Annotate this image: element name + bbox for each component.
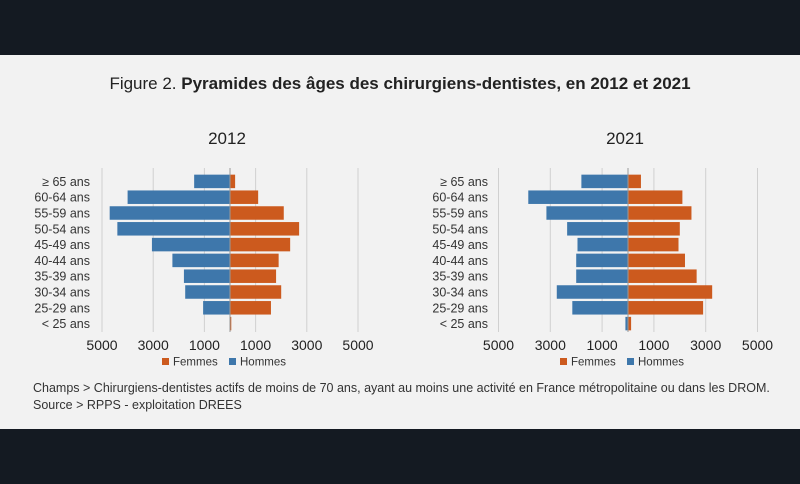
bar-femmes: [628, 206, 692, 220]
x-tick-label: 3000: [138, 337, 169, 353]
bar-femmes: [628, 269, 697, 283]
bar-hommes: [151, 237, 230, 252]
legend-swatch-hommes: [229, 358, 236, 365]
y-tick-label: 60-64 ans: [34, 191, 90, 205]
bar-hommes: [109, 206, 230, 220]
bar-femmes: [628, 237, 679, 252]
figure-title: Figure 2. Pyramides des âges des chirurg…: [0, 74, 800, 94]
legend-swatch-femmes: [162, 358, 169, 365]
bar-femmes: [628, 190, 683, 204]
bar-femmes: [230, 269, 277, 283]
bar-hommes: [203, 301, 230, 315]
bar-femmes: [628, 285, 713, 299]
legend-swatch-hommes: [627, 358, 634, 365]
y-tick-label: ≥ 65 ans: [42, 175, 90, 189]
x-tick-label: 3000: [291, 337, 322, 353]
chart-title: 2021: [606, 129, 644, 148]
bar-hommes: [567, 222, 628, 236]
bar-hommes: [572, 301, 628, 315]
bar-femmes: [230, 301, 271, 315]
bar-femmes: [628, 222, 680, 236]
bar-hommes: [576, 253, 628, 268]
bar-femmes: [230, 316, 232, 331]
bar-femmes: [230, 253, 279, 268]
source-note: Source > RPPS - exploitation DREES: [33, 398, 242, 412]
bar-hommes: [576, 269, 628, 283]
bar-femmes: [230, 174, 236, 189]
y-tick-label: 40-44 ans: [432, 254, 488, 268]
bar-hommes: [528, 190, 628, 204]
legend-label-hommes: Hommes: [638, 357, 684, 369]
y-tick-label: 40-44 ans: [34, 254, 90, 268]
bar-hommes: [581, 174, 628, 189]
x-tick-label: 5000: [342, 337, 373, 353]
legend-label-femmes: Femmes: [173, 357, 218, 369]
bar-femmes: [628, 174, 641, 189]
bar-femmes: [230, 237, 291, 252]
x-tick-label: 1000: [240, 337, 271, 353]
y-tick-label: 45-49 ans: [432, 238, 488, 252]
x-tick-label: 5000: [742, 337, 773, 353]
x-tick-label: 1000: [587, 337, 618, 353]
y-tick-label: 55-59 ans: [34, 207, 90, 221]
figure-heading: Pyramides des âges des chirurgiens-denti…: [181, 74, 691, 93]
bar-hommes: [194, 174, 230, 189]
x-tick-label: 1000: [638, 337, 669, 353]
bar-femmes: [230, 222, 300, 236]
bar-hommes: [546, 206, 628, 220]
x-tick-label: 1000: [189, 337, 220, 353]
bar-hommes: [577, 237, 628, 252]
bar-hommes: [185, 285, 230, 299]
x-tick-label: 3000: [535, 337, 566, 353]
bar-femmes: [230, 190, 259, 204]
bar-hommes: [172, 253, 230, 268]
y-tick-label: 50-54 ans: [34, 222, 90, 236]
bar-hommes: [127, 190, 230, 204]
bar-hommes: [183, 269, 230, 283]
y-tick-label: 55-59 ans: [432, 207, 488, 221]
legend-label-femmes: Femmes: [571, 357, 616, 369]
y-tick-label: 35-39 ans: [34, 270, 90, 284]
y-tick-label: < 25 ans: [42, 317, 90, 331]
y-tick-label: 45-49 ans: [34, 238, 90, 252]
x-tick-label: 3000: [690, 337, 721, 353]
bar-femmes: [230, 206, 284, 220]
y-tick-label: 25-29 ans: [34, 301, 90, 315]
y-tick-label: 60-64 ans: [432, 191, 488, 205]
figure-prefix: Figure 2.: [109, 74, 182, 93]
y-tick-label: 50-54 ans: [432, 222, 488, 236]
chart-title: 2012: [208, 129, 246, 148]
legend-swatch-femmes: [560, 358, 567, 365]
legend-label-hommes: Hommes: [240, 357, 286, 369]
bar-hommes: [556, 285, 628, 299]
y-tick-label: 35-39 ans: [432, 270, 488, 284]
y-tick-label: < 25 ans: [440, 317, 488, 331]
scope-note: Champs > Chirurgiens-dentistes actifs de…: [33, 381, 770, 395]
bar-femmes: [628, 316, 632, 331]
bar-femmes: [628, 301, 704, 315]
y-tick-label: 30-34 ans: [432, 286, 488, 300]
bar-femmes: [628, 253, 685, 268]
bar-hommes: [625, 316, 628, 331]
y-tick-label: 30-34 ans: [34, 286, 90, 300]
y-tick-label: 25-29 ans: [432, 301, 488, 315]
bar-femmes: [230, 285, 282, 299]
x-tick-label: 5000: [86, 337, 117, 353]
x-tick-label: 5000: [483, 337, 514, 353]
bar-hommes: [117, 222, 230, 236]
y-tick-label: ≥ 65 ans: [440, 175, 488, 189]
